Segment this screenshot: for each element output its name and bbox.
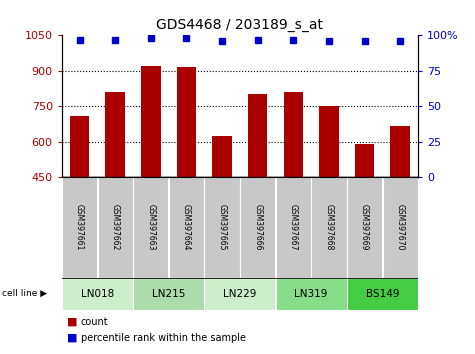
Bar — [177, 67, 196, 177]
Text: GSM397663: GSM397663 — [146, 204, 155, 251]
Bar — [347, 177, 382, 278]
Text: GSM397661: GSM397661 — [75, 204, 84, 251]
Text: LN229: LN229 — [223, 289, 256, 299]
Text: cell line ▶: cell line ▶ — [2, 289, 48, 298]
Bar — [105, 92, 125, 177]
Bar — [133, 177, 169, 278]
Bar — [133, 278, 204, 310]
Bar — [240, 177, 276, 278]
Bar — [390, 126, 410, 177]
Text: GSM397662: GSM397662 — [111, 204, 120, 251]
Text: GSM397668: GSM397668 — [324, 204, 333, 251]
Bar — [284, 92, 303, 177]
Bar — [355, 144, 374, 177]
Bar — [97, 177, 133, 278]
Bar — [276, 278, 347, 310]
Text: LN215: LN215 — [152, 289, 185, 299]
Text: ■: ■ — [66, 333, 77, 343]
Bar — [169, 177, 204, 278]
Bar — [204, 278, 276, 310]
Bar — [212, 136, 232, 177]
Text: GSM397665: GSM397665 — [218, 204, 227, 251]
Bar — [62, 278, 133, 310]
Bar — [311, 177, 347, 278]
Text: LN319: LN319 — [294, 289, 328, 299]
Title: GDS4468 / 203189_s_at: GDS4468 / 203189_s_at — [156, 18, 323, 32]
Text: count: count — [81, 317, 108, 327]
Bar — [347, 278, 418, 310]
Bar — [382, 177, 418, 278]
Text: BS149: BS149 — [366, 289, 399, 299]
Bar — [276, 177, 311, 278]
Bar — [62, 177, 97, 278]
Bar — [70, 116, 89, 177]
Text: GSM397669: GSM397669 — [360, 204, 369, 251]
Bar — [319, 106, 339, 177]
Text: percentile rank within the sample: percentile rank within the sample — [81, 333, 246, 343]
Bar — [141, 66, 161, 177]
Bar — [204, 177, 240, 278]
Text: LN018: LN018 — [81, 289, 114, 299]
Text: GSM397667: GSM397667 — [289, 204, 298, 251]
Text: GSM397666: GSM397666 — [253, 204, 262, 251]
Text: GSM397670: GSM397670 — [396, 204, 405, 251]
Text: GSM397664: GSM397664 — [182, 204, 191, 251]
Bar — [248, 95, 267, 177]
Text: ■: ■ — [66, 317, 77, 327]
